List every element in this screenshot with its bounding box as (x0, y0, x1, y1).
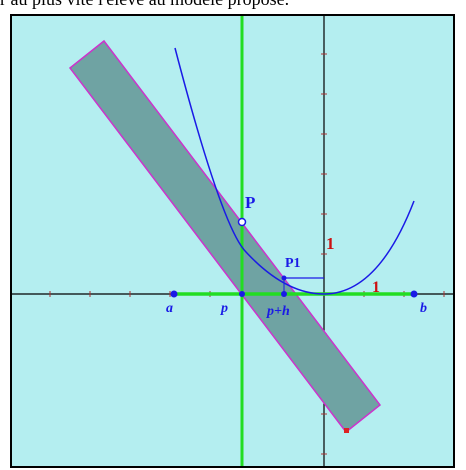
point-P[interactable] (237, 217, 247, 227)
geometry-figure: P P1 1 1 a p p+h b (10, 14, 455, 468)
caption-text: r au plus vite l'élève au modèle proposé… (0, 0, 466, 10)
label-P: P (245, 193, 255, 212)
label-p: p (220, 301, 228, 316)
point-b[interactable] (410, 290, 418, 298)
label-unit-x: 1 (372, 279, 380, 296)
point-a[interactable] (170, 290, 178, 298)
parabola-curve (174, 47, 415, 295)
point-P1[interactable] (281, 275, 287, 281)
label-b: b (420, 301, 427, 316)
label-unit-y: 1 (326, 234, 335, 253)
label-p-plus-h: p+h (266, 304, 290, 319)
band-handle[interactable] (344, 428, 349, 433)
point-p-plus-h[interactable] (281, 291, 287, 297)
figure-canvas: P P1 1 1 a p p+h b (12, 16, 453, 466)
label-a: a (166, 301, 173, 316)
label-P1: P1 (285, 256, 301, 271)
secant-band[interactable] (68, 39, 382, 434)
point-p[interactable] (239, 291, 245, 297)
